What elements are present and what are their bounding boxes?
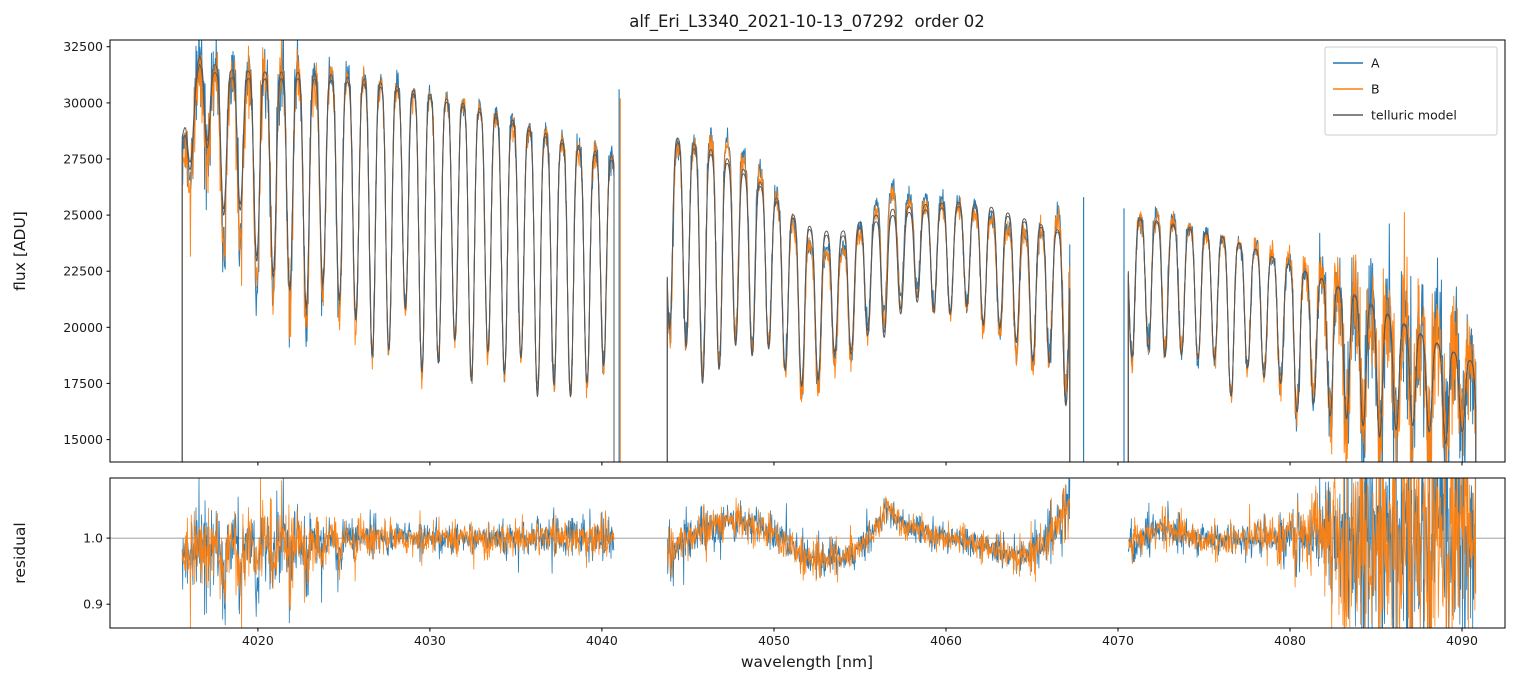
legend-label: telluric model [1371, 108, 1457, 123]
flux-tick-label: 17500 [63, 376, 103, 391]
flux-tick-label: 15000 [63, 432, 103, 447]
residual-tick-label: 0.9 [83, 597, 103, 612]
flux-tick-label: 30000 [63, 95, 103, 110]
x-tick-label: 4050 [758, 633, 790, 648]
chart-title: alf_Eri_L3340_2021-10-13_07292 order 02 [629, 12, 985, 32]
x-tick-label: 4040 [586, 633, 618, 648]
x-axis-label: wavelength [nm] [741, 653, 873, 671]
series-B-residual [181, 478, 1477, 628]
flux-axis-label: flux [ADU] [11, 211, 29, 291]
x-tick-label: 4080 [1274, 633, 1306, 648]
flux-panel [181, 40, 1477, 462]
flux-tick-label: 32500 [63, 39, 103, 54]
flux-tick-label: 27500 [63, 152, 103, 167]
axes-spine [109, 39, 1506, 463]
axes: 4020 4030 4040 4050 4060 4070 4080 4090 15000 175… [63, 39, 1506, 648]
x-tick-label: 4070 [1102, 633, 1134, 648]
axes-spine [109, 477, 1506, 629]
legend-label: A [1371, 56, 1380, 71]
legend-box [1324, 46, 1498, 136]
x-tick-label: 4060 [930, 633, 962, 648]
residual-tick-label: 1.0 [83, 531, 103, 546]
flux-tick-label: 22500 [63, 264, 103, 279]
x-tick-label: 4090 [1446, 633, 1478, 648]
x-tick-label: 4030 [414, 633, 446, 648]
residual-panel [110, 478, 1505, 628]
residual-axis-label: residual [11, 522, 29, 583]
flux-tick-label: 20000 [63, 320, 103, 335]
x-tick-label: 4020 [242, 633, 274, 648]
legend-label: B [1371, 82, 1380, 97]
flux-tick-label: 25000 [63, 208, 103, 223]
telluric-model-B [181, 63, 1477, 462]
